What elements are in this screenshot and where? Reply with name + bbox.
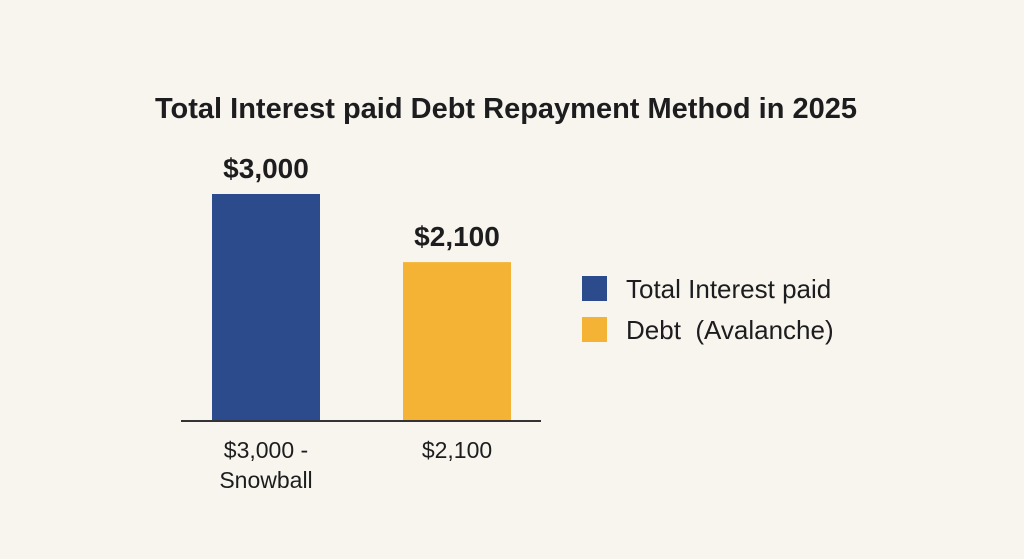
data-labels-layer: $3,000 $2,100 [223, 153, 500, 252]
bars-layer [212, 194, 511, 421]
data-label-2: $2,100 [414, 221, 500, 252]
x-tick-label-1-line-2: Snowball [219, 467, 312, 493]
data-label-1: $3,000 [223, 153, 309, 184]
bar-1 [212, 194, 320, 421]
chart-title: Total Interest paid Debt Repayment Metho… [155, 93, 857, 125]
legend-swatch-1 [582, 276, 607, 301]
x-tick-labels-layer: $3,000 - Snowball $2,100 [219, 437, 492, 493]
legend-swatch-2 [582, 317, 607, 342]
legend-label-2: Debt (Avalanche) [626, 315, 834, 345]
bar-2 [403, 262, 511, 421]
legend: Total Interest paid Debt (Avalanche) [582, 274, 834, 345]
x-tick-label-1-line-1: $3,000 - [224, 437, 308, 463]
x-tick-label-2-line-1: $2,100 [422, 437, 492, 463]
legend-label-1: Total Interest paid [626, 274, 831, 304]
